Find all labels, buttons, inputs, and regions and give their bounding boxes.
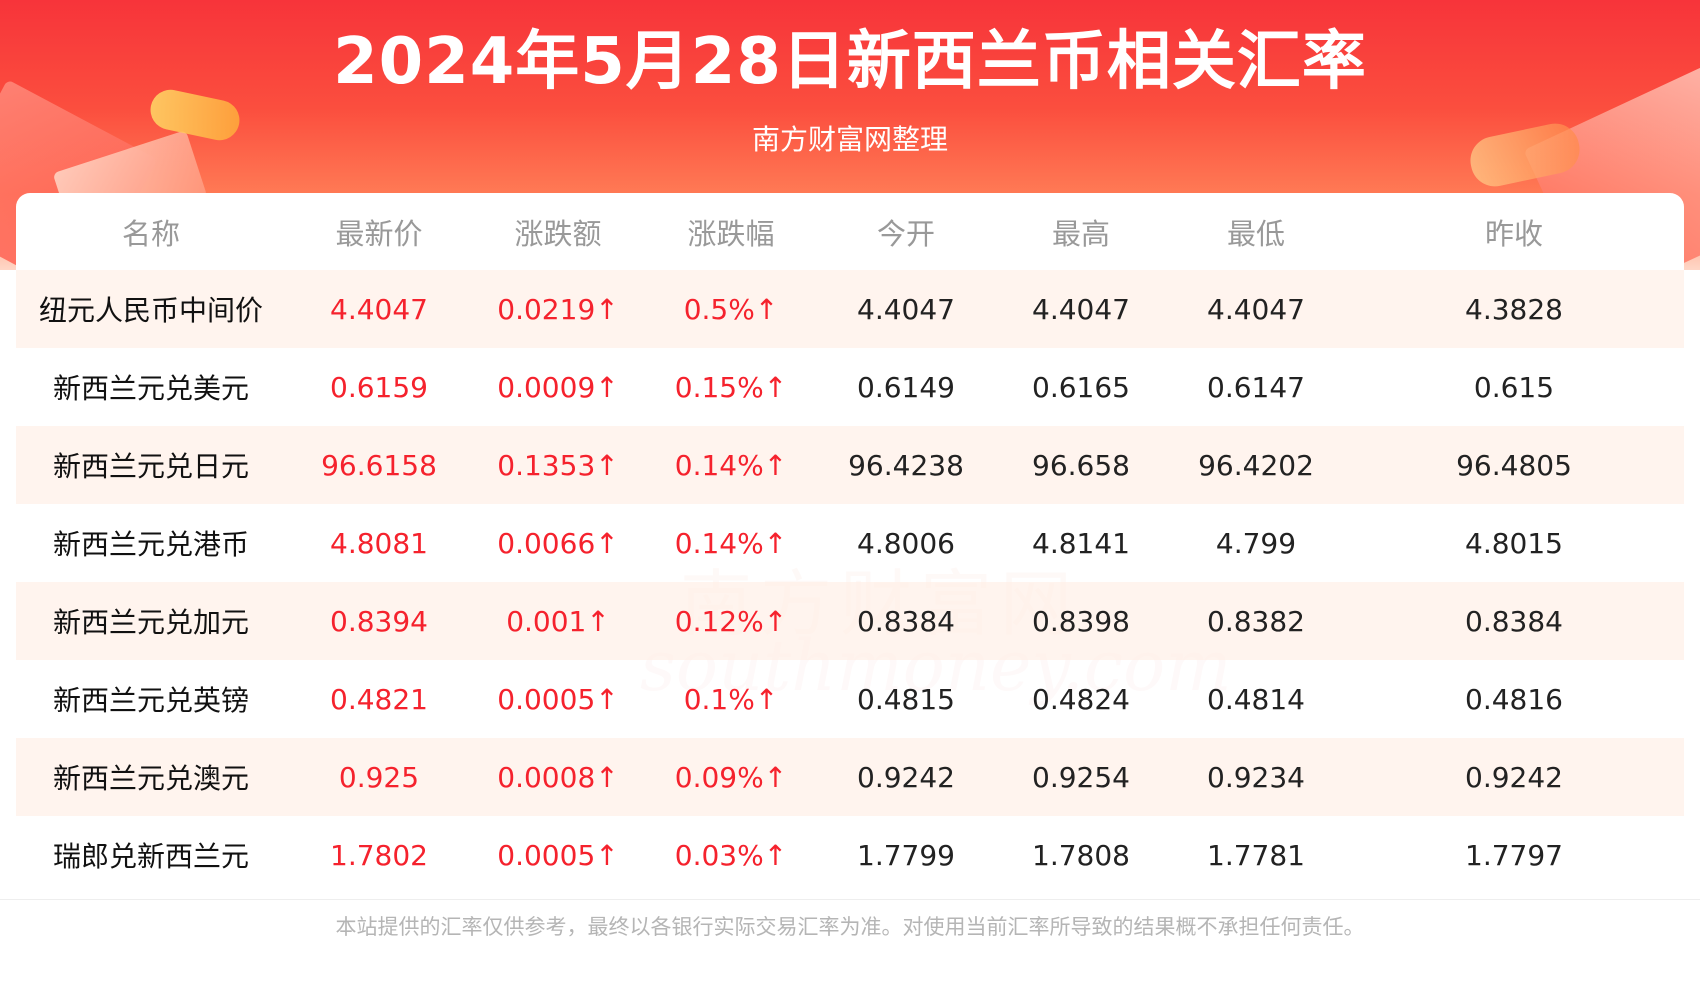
cell-name: 新西兰元兑澳元 [16, 738, 286, 816]
cell-low: 4.799 [1168, 504, 1344, 582]
cell-change-pct: 0.14%↑ [644, 504, 818, 582]
cell-prev-close: 0.9242 [1344, 738, 1684, 816]
cell-open: 4.8006 [818, 504, 994, 582]
column-header-prev-close: 昨收 [1484, 216, 1543, 251]
cell-name: 新西兰元兑英镑 [16, 660, 286, 738]
column-header-open: 今开 [876, 216, 935, 251]
cell-latest: 1.7802 [286, 816, 472, 894]
cell-latest: 0.925 [286, 738, 472, 816]
cell-name: 新西兰元兑加元 [16, 582, 286, 660]
cell-low: 96.4202 [1168, 426, 1344, 504]
cell-open: 1.7799 [818, 816, 994, 894]
cell-latest: 0.8394 [286, 582, 472, 660]
cell-prev-close: 96.4805 [1344, 426, 1684, 504]
column-header-latest: 最新价 [335, 216, 423, 251]
cell-open: 0.8384 [818, 582, 994, 660]
column-header-high: 最高 [1051, 216, 1110, 251]
cell-open: 96.4238 [818, 426, 994, 504]
cell-low: 0.9234 [1168, 738, 1344, 816]
table-row: 瑞郎兑新西兰元 1.7802 0.0005↑ 0.03%↑ 1.7799 1.7… [16, 816, 1684, 894]
column-header-change: 涨跌额 [514, 216, 602, 251]
cell-prev-close: 4.3828 [1344, 270, 1684, 348]
cell-change: 0.0219↑ [472, 270, 644, 348]
page-subtitle: 南方财富网整理 [751, 123, 948, 156]
cell-change-pct: 0.14%↑ [644, 426, 818, 504]
column-header-change-pct: 涨跌幅 [687, 216, 775, 251]
table-row: 纽元人民币中间价 4.4047 0.0219↑ 0.5%↑ 4.4047 4.4… [16, 270, 1684, 348]
cell-change: 0.1353↑ [472, 426, 644, 504]
cell-change: 0.0005↑ [472, 660, 644, 738]
column-header-name: 名称 [121, 216, 180, 251]
cell-open: 4.4047 [818, 270, 994, 348]
cell-name: 瑞郎兑新西兰元 [16, 816, 286, 894]
cell-change-pct: 0.03%↑ [644, 816, 818, 894]
cell-high: 96.658 [994, 426, 1168, 504]
cell-prev-close: 0.615 [1344, 348, 1684, 426]
cell-open: 0.9242 [818, 738, 994, 816]
cell-change: 0.0009↑ [472, 348, 644, 426]
cell-change-pct: 0.1%↑ [644, 660, 818, 738]
cell-low: 0.8382 [1168, 582, 1344, 660]
cell-latest: 4.4047 [286, 270, 472, 348]
footer-disclaimer: 本站提供的汇率仅供参考，最终以各银行实际交易汇率为准。对使用当前汇率所导致的结果… [335, 915, 1365, 939]
cell-latest: 96.6158 [286, 426, 472, 504]
cell-latest: 0.4821 [286, 660, 472, 738]
cell-open: 0.6149 [818, 348, 994, 426]
cell-low: 0.6147 [1168, 348, 1344, 426]
cell-prev-close: 1.7797 [1344, 816, 1684, 894]
cell-name: 新西兰元兑港币 [16, 504, 286, 582]
cell-latest: 0.6159 [286, 348, 472, 426]
cell-high: 0.9254 [994, 738, 1168, 816]
cell-prev-close: 0.8384 [1344, 582, 1684, 660]
table-row: 新西兰元兑澳元 0.925 0.0008↑ 0.09%↑ 0.9242 0.92… [16, 738, 1684, 816]
cell-change: 0.0066↑ [472, 504, 644, 582]
column-header-low: 最低 [1226, 216, 1285, 251]
cell-high: 4.8141 [994, 504, 1168, 582]
cell-high: 4.4047 [994, 270, 1168, 348]
table-row: 新西兰元兑美元 0.6159 0.0009↑ 0.15%↑ 0.6149 0.6… [16, 348, 1684, 426]
cell-change-pct: 0.15%↑ [644, 348, 818, 426]
cell-change-pct: 0.12%↑ [644, 582, 818, 660]
cell-name: 纽元人民币中间价 [16, 270, 286, 348]
cell-high: 1.7808 [994, 816, 1168, 894]
cell-low: 0.4814 [1168, 660, 1344, 738]
exchange-rate-table: 名称 最新价 涨跌额 涨跌幅 今开 最高 最低 昨收 纽元人民币中间价 4.40… [16, 193, 1684, 894]
cell-low: 1.7781 [1168, 816, 1344, 894]
cell-latest: 4.8081 [286, 504, 472, 582]
table-header-row: 名称 最新价 涨跌额 涨跌幅 今开 最高 最低 昨收 [16, 193, 1684, 270]
cell-change: 0.001↑ [472, 582, 644, 660]
page-title: 2024年5月28日新西兰币相关汇率 [333, 25, 1367, 99]
footer-divider [0, 899, 1700, 900]
table-row: 新西兰元兑英镑 0.4821 0.0005↑ 0.1%↑ 0.4815 0.48… [16, 660, 1684, 738]
cell-prev-close: 0.4816 [1344, 660, 1684, 738]
cell-name: 新西兰元兑日元 [16, 426, 286, 504]
cell-change-pct: 0.5%↑ [644, 270, 818, 348]
table-row: 新西兰元兑日元 96.6158 0.1353↑ 0.14%↑ 96.4238 9… [16, 426, 1684, 504]
cell-open: 0.4815 [818, 660, 994, 738]
table-row: 新西兰元兑港币 4.8081 0.0066↑ 0.14%↑ 4.8006 4.8… [16, 504, 1684, 582]
table-row: 新西兰元兑加元 0.8394 0.001↑ 0.12%↑ 0.8384 0.83… [16, 582, 1684, 660]
cell-high: 0.6165 [994, 348, 1168, 426]
cell-change: 0.0008↑ [472, 738, 644, 816]
cell-change-pct: 0.09%↑ [644, 738, 818, 816]
cell-low: 4.4047 [1168, 270, 1344, 348]
cell-high: 0.4824 [994, 660, 1168, 738]
cell-name: 新西兰元兑美元 [16, 348, 286, 426]
cell-change: 0.0005↑ [472, 816, 644, 894]
cell-high: 0.8398 [994, 582, 1168, 660]
cell-prev-close: 4.8015 [1344, 504, 1684, 582]
